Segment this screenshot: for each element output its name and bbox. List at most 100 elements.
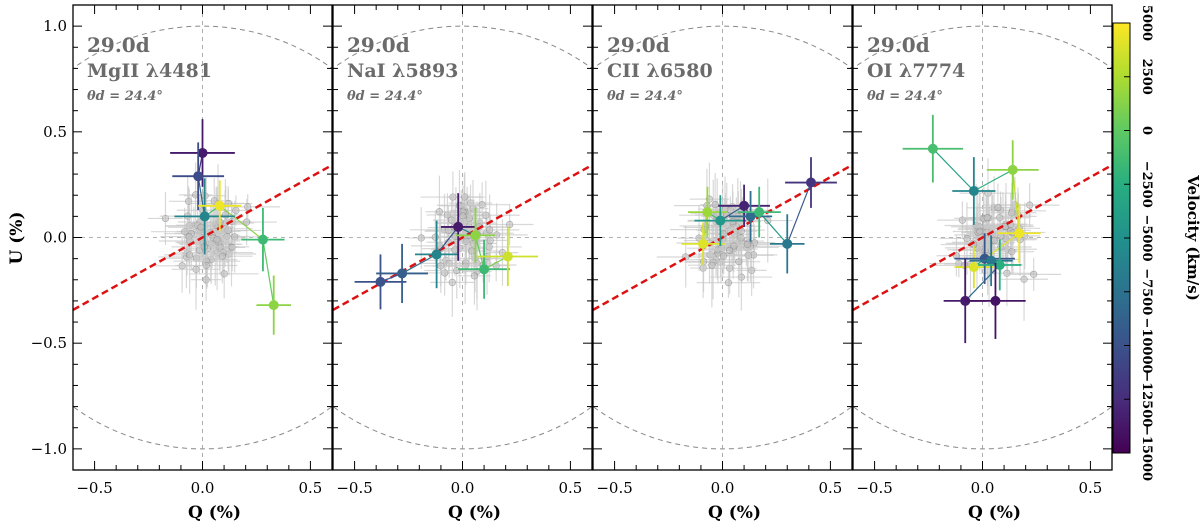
background-points: [929, 158, 1062, 321]
background-point: [1030, 270, 1038, 278]
background-point: [431, 233, 439, 241]
y-tick-label: 1.0: [43, 17, 67, 35]
data-point: [453, 221, 464, 232]
data-point: [268, 300, 279, 311]
background-point: [448, 278, 456, 287]
panel-4: −0.5 0.0 0.5 Q (%) 29.0d OI λ7774 θd = 24.4°: [852, 4, 1113, 523]
epoch-label: 29.0d: [867, 33, 930, 57]
data-point: [715, 215, 726, 226]
data-point: [479, 264, 490, 275]
data-point: [990, 295, 1001, 306]
x-axis-label: Q (%): [188, 503, 241, 523]
data-point: [698, 238, 709, 249]
x-tick-label: −0.5: [596, 479, 632, 497]
data-point: [193, 171, 204, 182]
background-points: [656, 162, 793, 311]
epoch-label: 29.0d: [607, 33, 670, 57]
data-point: [431, 249, 442, 260]
background-point: [1008, 209, 1016, 217]
colorbar-tick-label: 5000: [1139, 5, 1154, 41]
background-point: [729, 218, 737, 226]
colorbar-tick-label: −10000: [1139, 317, 1154, 373]
data-point: [199, 211, 210, 222]
panel-1: −0.5 0.0 0.5 Q (%) −1.0 −0.5 0.0 0.5 1.0 29.0d MgI…: [31, 4, 333, 523]
data-point: [968, 185, 979, 196]
background-point: [711, 200, 719, 209]
velocity-connector: [786, 182, 812, 245]
background-point: [444, 226, 452, 234]
background-point: [735, 258, 743, 266]
plot-area: [593, 5, 852, 470]
background-point: [161, 214, 170, 223]
line-label: OI λ7774: [867, 60, 965, 82]
background-point: [976, 227, 984, 235]
background-point: [459, 212, 467, 220]
colorbar-tick-label: −5000: [1139, 214, 1154, 261]
data-point: [927, 143, 938, 154]
y-tick-label: 0.5: [43, 123, 67, 141]
background-point: [994, 204, 1002, 212]
panel-ticks: [72, 4, 333, 471]
x-tick-label: 0.0: [191, 479, 215, 497]
line-label: MgII λ4481: [87, 60, 212, 82]
angle-label: θd = 24.4°: [607, 89, 683, 104]
panel-2: −0.5 0.0 0.5 Q (%) 29.0d NaI λ5893 θd = 24.4°: [332, 4, 593, 523]
epoch-label: 29.0d: [347, 33, 410, 57]
data-point: [782, 238, 793, 249]
data-point: [1014, 228, 1025, 239]
velocity-connector: [197, 176, 206, 217]
data-point: [397, 268, 408, 279]
plot-area: [853, 5, 1112, 470]
background-point: [764, 216, 772, 225]
dominant-axis-line: [853, 163, 1112, 312]
colorbar-tick-label: −12500: [1139, 371, 1154, 427]
y-tick-label: 0.0: [43, 229, 67, 247]
x-tick-label: −0.5: [76, 479, 112, 497]
background-point: [197, 223, 205, 231]
x-tick-label: 0.0: [971, 479, 995, 497]
background-point: [726, 246, 734, 255]
line-label: CII λ6580: [607, 60, 713, 82]
background-point: [1020, 275, 1028, 283]
x-axis-label: Q (%): [448, 503, 501, 523]
background-point: [417, 234, 425, 242]
background-point: [963, 234, 971, 243]
background-point: [232, 206, 240, 215]
x-tick-label: −0.5: [856, 479, 892, 497]
background-point: [243, 218, 251, 226]
panel-ticks: [592, 4, 853, 471]
velocity-connector: [1012, 169, 1020, 234]
x-tick-label: 0.5: [818, 479, 842, 497]
velocity-connector: [932, 148, 975, 192]
angle-label: θd = 24.4°: [347, 89, 423, 104]
plot-area: [333, 5, 592, 470]
x-tick-label: −0.5: [336, 479, 372, 497]
velocity-connector: [401, 253, 437, 274]
x-tick-label: 0.5: [298, 479, 322, 497]
data-point: [968, 262, 979, 273]
background-point: [231, 233, 239, 241]
background-point: [983, 214, 991, 222]
epoch-label: 29.0d: [87, 33, 150, 57]
velocity-connector: [973, 169, 1014, 192]
background-point: [506, 220, 514, 229]
data-point: [754, 207, 765, 218]
angle-label: θd = 24.4°: [867, 89, 943, 104]
background-point: [1003, 269, 1011, 277]
data-point: [739, 200, 750, 211]
background-point: [720, 252, 728, 260]
background-point: [470, 272, 479, 280]
background-point: [437, 262, 445, 270]
velocity-connector: [262, 239, 275, 306]
background-point: [244, 203, 252, 211]
background-point: [743, 240, 752, 248]
x-tick-label: 0.0: [451, 479, 475, 497]
colorbar-tick-label: 0: [1139, 126, 1154, 135]
velocity-connector: [758, 211, 788, 245]
colorbar-tick-label: 2500: [1139, 59, 1154, 95]
background-point: [213, 236, 221, 244]
background-point: [468, 247, 476, 255]
velocity-connector: [474, 235, 485, 270]
colorbar-tick-label: −15000: [1139, 425, 1154, 481]
